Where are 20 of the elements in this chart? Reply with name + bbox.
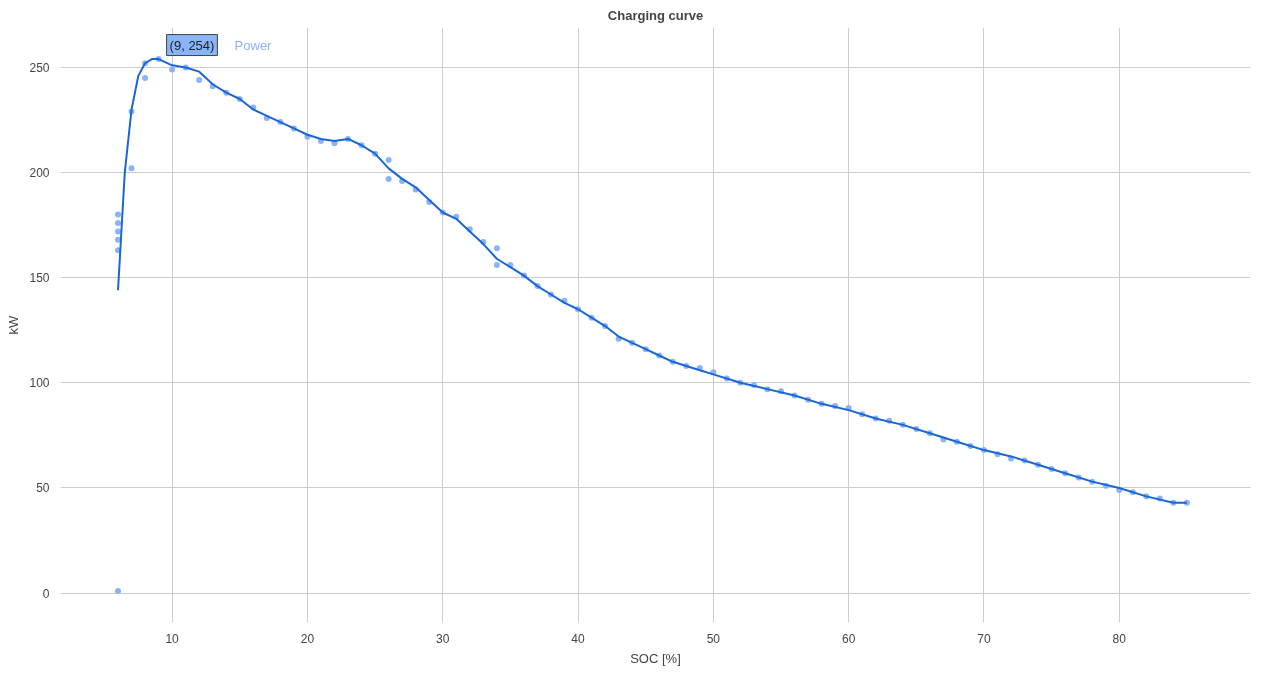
y-tick-label: 50: [36, 481, 50, 496]
x-tick-label: 50: [706, 631, 721, 646]
annotation: (9, 254): [169, 37, 215, 53]
y-tick-label: 150: [29, 271, 50, 286]
y-axis-title: kW: [6, 314, 22, 335]
x-tick-label: 80: [1112, 631, 1127, 646]
legend-label: Power: [234, 37, 273, 53]
x-tick-label: 60: [841, 631, 856, 646]
x-axis-title: SOC [%]: [630, 650, 681, 666]
y-tick-label: 250: [29, 60, 50, 75]
x-tick-label: 20: [300, 631, 315, 646]
chart-title: Charging curve: [607, 7, 704, 23]
x-tick-label: 10: [165, 631, 180, 646]
y-tick-label: 200: [29, 166, 50, 181]
y-tick-label: 100: [29, 376, 50, 391]
x-tick-label: 30: [436, 631, 450, 646]
x-tick-label: 70: [977, 631, 991, 646]
line-series: [117, 58, 1188, 504]
x-tick-label: 40: [571, 631, 586, 646]
y-tick-label: 0: [42, 586, 50, 601]
